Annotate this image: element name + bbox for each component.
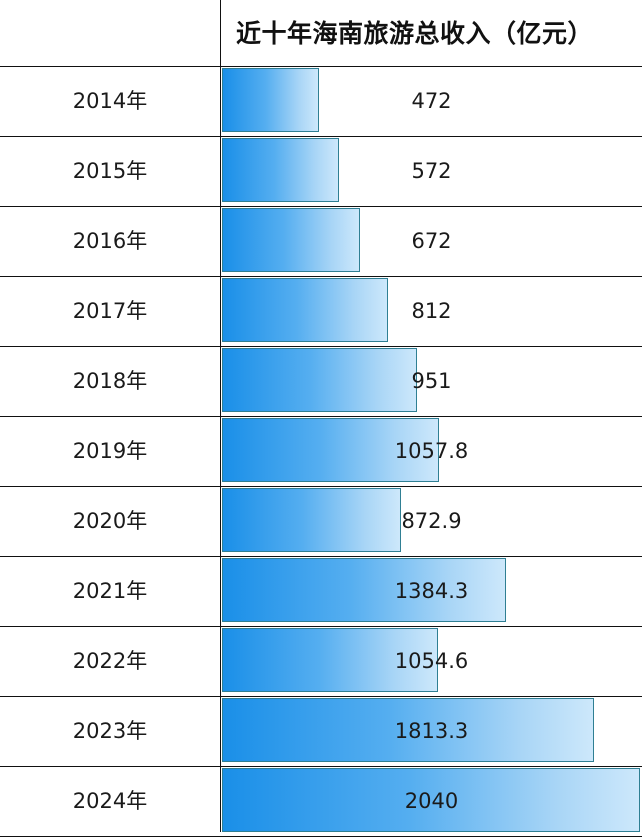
table-row: 2018年 951 [0, 346, 642, 416]
row-divider [0, 276, 642, 277]
table-row: 2023年 1813.3 [0, 696, 642, 766]
year-label: 2015年 [72, 159, 148, 183]
table-row: 2015年 572 [0, 136, 642, 206]
row-divider [0, 66, 642, 67]
revenue-bar [222, 558, 506, 622]
year-label: 2024年 [72, 789, 148, 813]
row-divider [0, 696, 642, 697]
table-row: 2014年 472 [0, 66, 642, 136]
year-label: 2021年 [72, 579, 148, 603]
year-label: 2014年 [72, 89, 148, 113]
revenue-bar [222, 348, 417, 412]
revenue-bar [222, 768, 640, 832]
row-divider [0, 486, 642, 487]
value-label: 951 [411, 369, 452, 393]
row-divider [0, 416, 642, 417]
table-header: 近十年海南旅游总收入（亿元） [0, 0, 642, 66]
row-divider [0, 626, 642, 627]
year-label: 2019年 [72, 439, 148, 463]
year-label: 2017年 [72, 299, 148, 323]
value-label: 1813.3 [394, 719, 469, 743]
table-row: 2017年 812 [0, 276, 642, 346]
revenue-bar [222, 698, 594, 762]
revenue-bar [222, 418, 439, 482]
revenue-bar [222, 208, 360, 272]
revenue-bar [222, 628, 438, 692]
value-label: 1054.6 [394, 649, 469, 673]
revenue-bar [222, 138, 339, 202]
value-label: 1384.3 [394, 579, 469, 603]
value-label: 812 [411, 299, 452, 323]
row-divider [0, 136, 642, 137]
value-label: 672 [411, 229, 452, 253]
column-divider [220, 0, 221, 832]
revenue-bar [222, 278, 388, 342]
year-label: 2022年 [72, 649, 148, 673]
revenue-bar [222, 68, 319, 132]
year-label: 2016年 [72, 229, 148, 253]
year-label: 2023年 [72, 719, 148, 743]
year-label: 2020年 [72, 509, 148, 533]
table-row: 2021年 1384.3 [0, 556, 642, 626]
value-label: 1057.8 [394, 439, 469, 463]
table-row: 2016年 672 [0, 206, 642, 276]
table-row: 2024年 2040 [0, 766, 642, 836]
row-divider [0, 556, 642, 557]
table-row: 2022年 1054.6 [0, 626, 642, 696]
table-row: 2020年 872.9 [0, 486, 642, 556]
value-label: 2040 [404, 789, 459, 813]
row-divider [0, 766, 642, 767]
year-label: 2018年 [72, 369, 148, 393]
chart-title: 近十年海南旅游总收入（亿元） [236, 19, 594, 48]
value-label: 872.9 [401, 509, 462, 533]
row-divider [0, 346, 642, 347]
row-divider [0, 206, 642, 207]
value-label: 572 [411, 159, 452, 183]
table-row: 2019年 1057.8 [0, 416, 642, 486]
value-label: 472 [411, 89, 452, 113]
revenue-bar [222, 488, 401, 552]
